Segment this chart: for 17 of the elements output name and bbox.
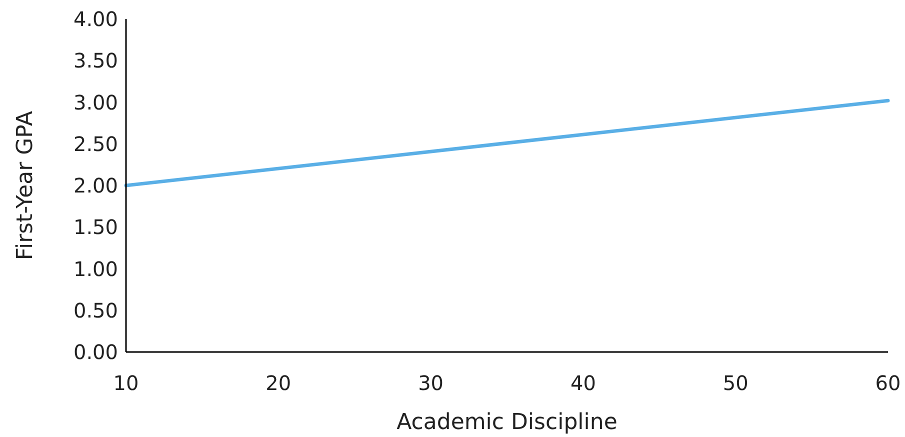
y-tick-label: 0.00 (73, 340, 118, 364)
y-tick-label: 2.50 (73, 132, 118, 156)
y-tick-label: 2.00 (73, 174, 118, 198)
y-axis-title: First-Year GPA (13, 110, 38, 260)
y-tick-label: 3.00 (73, 90, 118, 114)
x-tick-label: 10 (113, 371, 139, 395)
x-tick-label: 20 (266, 371, 292, 395)
y-tick-label: 4.00 (73, 7, 118, 31)
y-tick-label: 1.50 (73, 215, 118, 240)
x-tick-label: 60 (875, 371, 901, 395)
y-tick-label: 0.50 (73, 298, 118, 322)
y-tick-label: 1.00 (73, 256, 118, 281)
x-tick-label: 30 (418, 371, 444, 395)
y-tick-label: 3.50 (73, 48, 118, 73)
x-tick-label: 40 (570, 371, 596, 395)
x-tick-label: 50 (722, 371, 748, 395)
x-axis-title: Academic Discipline (396, 410, 618, 435)
